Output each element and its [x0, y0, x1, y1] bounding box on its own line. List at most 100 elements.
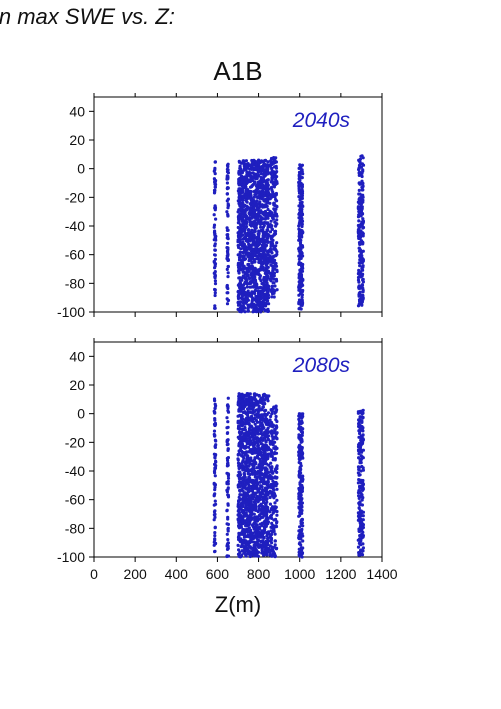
- data-point: [246, 479, 250, 483]
- data-point: [361, 185, 365, 189]
- data-point: [226, 503, 230, 507]
- data-point: [213, 248, 217, 252]
- data-point: [357, 294, 361, 298]
- data-point: [240, 443, 244, 447]
- data-point: [269, 278, 273, 282]
- data-point: [225, 543, 230, 548]
- data-point: [248, 303, 252, 307]
- data-point: [268, 495, 272, 500]
- data-point: [301, 524, 305, 528]
- x-tick-label: 400: [165, 566, 189, 582]
- data-point: [241, 417, 245, 421]
- data-point: [252, 275, 256, 280]
- data-point: [358, 157, 362, 161]
- data-point: [251, 265, 255, 269]
- data-point: [298, 554, 302, 558]
- data-point: [299, 425, 303, 430]
- data-point: [253, 507, 257, 511]
- data-point: [268, 544, 272, 548]
- data-point: [250, 167, 254, 171]
- data-point: [254, 522, 258, 527]
- data-point: [300, 301, 305, 305]
- data-point: [268, 473, 272, 477]
- data-point: [262, 242, 266, 246]
- data-point: [256, 429, 260, 433]
- data-point: [274, 193, 278, 197]
- data-point: [238, 238, 242, 242]
- data-point: [261, 488, 265, 492]
- data-point: [236, 225, 240, 230]
- data-point: [236, 221, 240, 225]
- data-point: [242, 176, 246, 180]
- data-point: [360, 409, 364, 413]
- data-point: [236, 240, 240, 244]
- data-point: [299, 211, 303, 215]
- data-point: [255, 536, 259, 541]
- data-point: [271, 479, 275, 483]
- data-point: [256, 235, 260, 239]
- data-point: [297, 452, 301, 456]
- data-point: [361, 168, 365, 172]
- data-point: [361, 549, 365, 553]
- data-point: [226, 522, 230, 527]
- data-point: [269, 454, 273, 458]
- data-point: [265, 179, 269, 183]
- data-point: [253, 393, 258, 397]
- data-point: [275, 419, 279, 424]
- data-point: [254, 298, 258, 303]
- data-point: [266, 221, 270, 225]
- data-point: [275, 408, 279, 412]
- data-point: [262, 536, 266, 540]
- data-point: [250, 523, 254, 527]
- data-point: [356, 304, 361, 308]
- y-tick-label: -100: [57, 304, 85, 320]
- data-point: [359, 241, 363, 246]
- data-point: [226, 233, 230, 237]
- data-point: [358, 461, 362, 465]
- data-point: [213, 499, 217, 503]
- data-point: [272, 488, 276, 492]
- data-point: [270, 166, 274, 171]
- data-point: [242, 183, 246, 187]
- data-point: [240, 179, 244, 183]
- data-point: [261, 455, 265, 459]
- data-point: [268, 448, 272, 452]
- data-point: [299, 192, 304, 196]
- data-point: [257, 162, 261, 166]
- data-point: [245, 268, 249, 272]
- data-point: [240, 215, 244, 219]
- data-point: [358, 526, 362, 530]
- data-point: [268, 271, 272, 276]
- data-point: [213, 525, 217, 529]
- data-point: [359, 234, 363, 238]
- data-point: [361, 415, 365, 420]
- data-point: [260, 203, 264, 207]
- data-point: [240, 219, 244, 223]
- data-point: [262, 257, 266, 261]
- data-point: [262, 512, 267, 517]
- data-point: [237, 181, 241, 185]
- data-point: [357, 209, 361, 214]
- data-point: [238, 164, 242, 168]
- data-point: [268, 502, 272, 506]
- data-point: [213, 512, 217, 517]
- data-point: [300, 489, 304, 493]
- data-point: [273, 539, 277, 543]
- data-point: [225, 246, 229, 250]
- data-points: [212, 392, 365, 559]
- data-point: [242, 211, 246, 215]
- data-point: [261, 296, 265, 300]
- data-point: [357, 206, 361, 210]
- data-point: [247, 464, 251, 468]
- data-point: [236, 543, 240, 548]
- data-point: [270, 227, 274, 231]
- data-point: [272, 476, 276, 480]
- data-point: [238, 192, 242, 196]
- data-point: [358, 196, 362, 200]
- data-point: [237, 171, 241, 175]
- data-point: [237, 282, 241, 286]
- data-point: [213, 229, 217, 233]
- y-tick-label: -20: [65, 189, 85, 205]
- data-point: [274, 414, 278, 419]
- data-point: [247, 476, 251, 480]
